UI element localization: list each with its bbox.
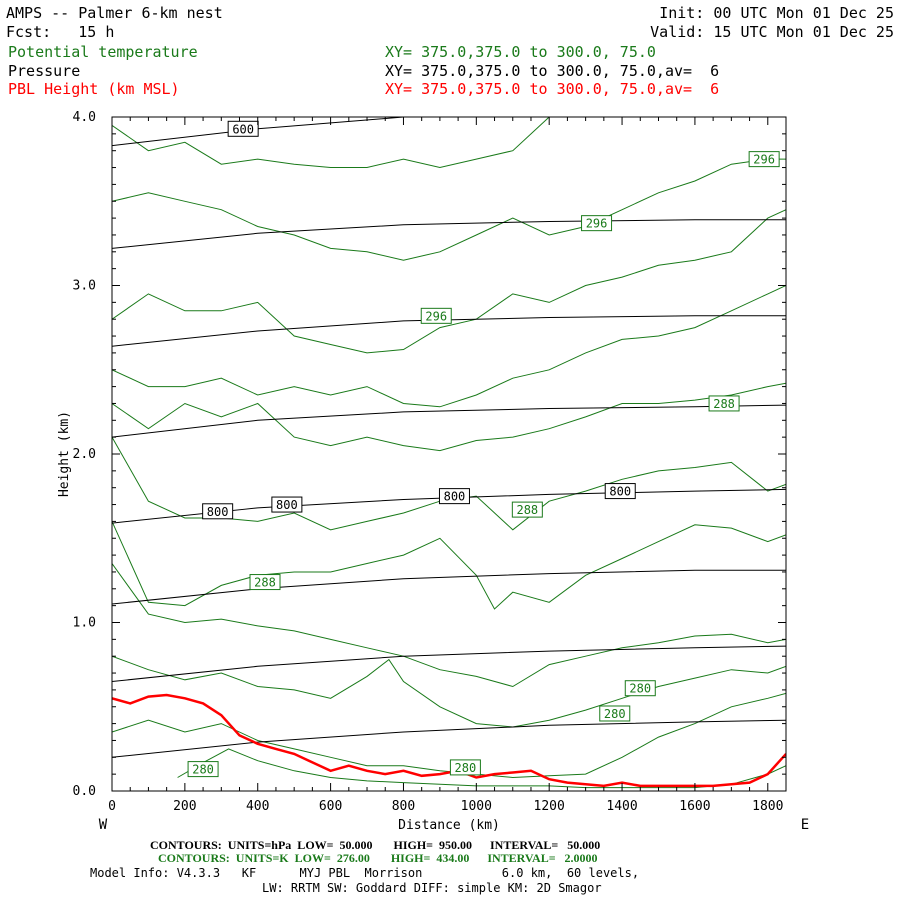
- pressure-label-3-box: [438, 488, 470, 505]
- theta-label-4-box: [511, 501, 543, 518]
- footer-contours-theta: CONTOURS: UNITS=K LOW= 276.00 HIGH= 434.…: [158, 851, 598, 865]
- theta-contour-278: [177, 748, 786, 789]
- theta-label-7-box: [599, 705, 631, 722]
- pressure-label-3: 800: [444, 490, 466, 504]
- valid-time: Valid: 15 UTC Mon 01 Dec 25: [650, 23, 894, 41]
- legend-theta-name: Potential temperature: [8, 43, 198, 61]
- theta-contour-298: [112, 117, 555, 169]
- pressure-contour-650: [112, 219, 786, 249]
- x-tick-label: 1400: [606, 799, 637, 814]
- west-label: W: [99, 817, 108, 833]
- pressure-label-4-box: [604, 483, 636, 500]
- theta-label-2-box: [420, 307, 452, 324]
- pressure-contour-700: [112, 315, 786, 347]
- chart-title: AMPS -- Palmer 6-km nest: [6, 4, 223, 22]
- footer-model-info: Model Info: V4.3.3 KF MYJ PBL Morrison 6…: [90, 866, 640, 880]
- pressure-contour-600: [112, 117, 413, 147]
- theta-contour-294: [112, 209, 786, 354]
- theta-contour-292: [112, 285, 786, 408]
- pressure-label-2: 800: [276, 498, 298, 512]
- x-axis-label: Distance (km): [398, 818, 500, 833]
- x-tick-label: 200: [173, 799, 196, 814]
- theta-label-6-box: [624, 680, 656, 697]
- x-tick-label: 1000: [461, 799, 492, 814]
- theta-label-5-box: [249, 574, 281, 591]
- theta-label-8: 280: [455, 761, 477, 775]
- pressure-contour-850: [112, 569, 786, 605]
- theta-label-2: 296: [425, 309, 447, 323]
- legend-pressure-xy: XY= 375.0,375.0 to 300.0, 75.0,av= 6: [385, 62, 720, 80]
- theta-contour-290: [112, 382, 786, 452]
- pressure-contours: [112, 117, 786, 758]
- x-tick-label: 0: [108, 799, 116, 814]
- y-tick-label: 1.0: [73, 616, 96, 631]
- pressure-label-2-box: [271, 496, 303, 513]
- y-tick-label: 0.0: [73, 784, 96, 799]
- footer-contours-pressure: CONTOURS: UNITS=hPa LOW= 50.000 HIGH= 95…: [150, 838, 601, 852]
- axes: 0 200 400 600 800 1000 1200 1400 1600 1800 0.0 1.0 2…: [57, 110, 809, 833]
- y-tick-label: 3.0: [73, 279, 96, 294]
- theta-label-0: 296: [753, 153, 775, 167]
- pressure-label-1-box: [202, 503, 234, 520]
- theta-label-3-box: [708, 395, 740, 412]
- init-time: Init: 00 UTC Mon 01 Dec 25: [659, 4, 894, 22]
- theta-label-9: 280: [192, 763, 214, 777]
- x-tick-label: 1800: [752, 799, 783, 814]
- theta-label-0-box: [748, 151, 780, 168]
- pressure-contour-750: [112, 404, 786, 438]
- plot-frame: [111, 116, 787, 792]
- theta-label-1-box: [581, 215, 613, 232]
- theta-contour-284: [112, 563, 786, 688]
- theta-label-7: 280: [604, 707, 626, 721]
- theta-contour-286: [112, 521, 786, 610]
- x-tick-label: 1200: [534, 799, 565, 814]
- y-tick-label: 4.0: [73, 110, 96, 125]
- x-tick-label: 400: [246, 799, 269, 814]
- legend-theta-xy: XY= 375.0,375.0 to 300.0, 75.0: [385, 43, 656, 61]
- forecast-hour: Fcst: 15 h: [6, 23, 115, 41]
- x-tick-label: 600: [319, 799, 342, 814]
- y-axis-label: Height (km): [57, 411, 72, 497]
- x-tick-label: 800: [392, 799, 415, 814]
- pressure-label-0: 600: [232, 122, 254, 136]
- theta-label-9-box: [187, 761, 219, 778]
- theta-label-8-box: [449, 759, 481, 776]
- pressure-contour-900: [112, 645, 786, 682]
- pressure-label-4: 800: [609, 485, 631, 499]
- theta-label-4: 288: [516, 503, 538, 517]
- pressure-label-1: 800: [207, 505, 229, 519]
- pbl-height-line: [112, 693, 786, 788]
- theta-label-5: 288: [254, 576, 276, 590]
- x-tick-label: 1600: [679, 799, 710, 814]
- theta-label-1: 296: [586, 217, 608, 231]
- east-label: E: [801, 817, 809, 833]
- pressure-contour-800: [112, 488, 786, 524]
- theta-label-6: 280: [629, 682, 651, 696]
- footer-physics: LW: RRTM SW: Goddard DIFF: simple KM: 2D…: [262, 881, 602, 895]
- legend-pbl-xy: XY= 375.0,375.0 to 300.0, 75.0,av= 6: [385, 80, 720, 98]
- pressure-label-0-box: [227, 120, 259, 137]
- theta-contour-296: [112, 158, 786, 261]
- legend-pressure-name: Pressure: [8, 62, 81, 80]
- legend-pbl-name: PBL Height (km MSL): [8, 80, 180, 98]
- y-tick-label: 2.0: [73, 447, 96, 462]
- theta-contours: [112, 117, 786, 789]
- pbl-height-series: [112, 693, 786, 788]
- theta-label-3: 288: [713, 397, 735, 411]
- theta-contour-282: [112, 655, 786, 728]
- pressure-contour-950: [112, 719, 786, 758]
